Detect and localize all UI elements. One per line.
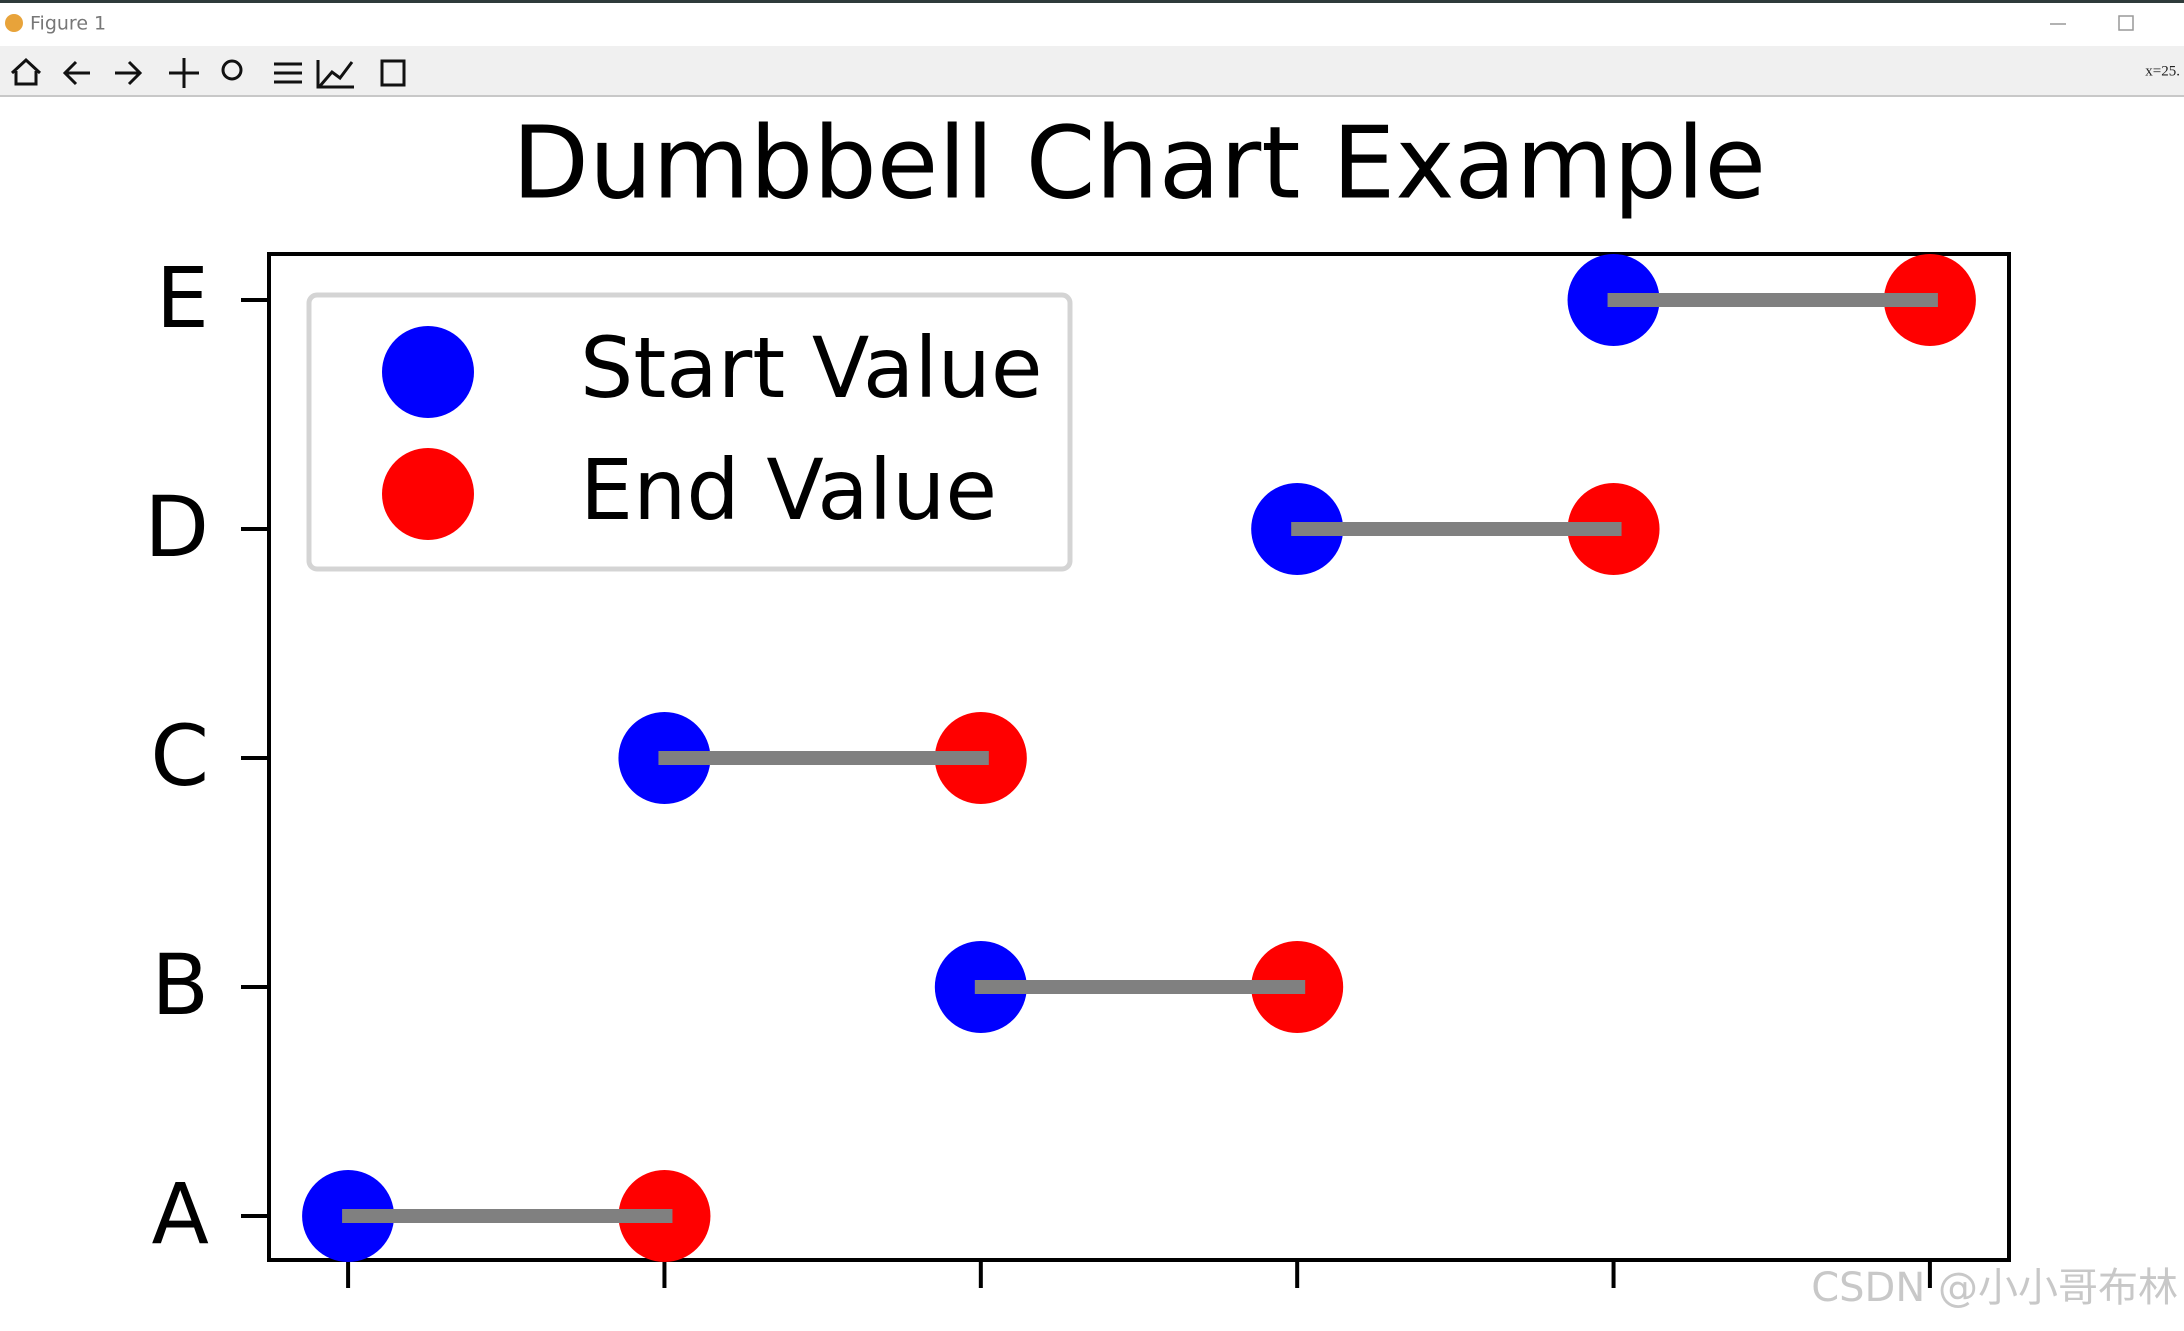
configure-button[interactable] bbox=[274, 62, 302, 84]
toolbar-buttons bbox=[10, 57, 406, 89]
zoom-button[interactable] bbox=[221, 59, 243, 81]
legend-box bbox=[306, 292, 1073, 572]
y-tick-label: D bbox=[144, 478, 209, 576]
home-button[interactable] bbox=[10, 57, 42, 86]
back-button[interactable] bbox=[62, 60, 90, 86]
watermark: CSDN @小小哥布林 bbox=[1811, 1265, 2178, 1311]
y-tick-label: B bbox=[151, 936, 209, 1034]
toolbar bbox=[0, 46, 2184, 95]
y-tick-label: C bbox=[150, 707, 209, 805]
chart-title: Dumbbell Chart Example bbox=[512, 104, 1766, 221]
legend-marker bbox=[382, 448, 474, 540]
legend-label: End Value bbox=[580, 441, 997, 539]
legend-label: Start Value bbox=[580, 319, 1043, 417]
y-tick-label: E bbox=[156, 249, 209, 347]
plot: A B C D E Start Value End Value bbox=[144, 249, 2011, 1288]
save-button[interactable] bbox=[380, 59, 406, 87]
title-bar bbox=[0, 3, 2184, 45]
window-title: Figure 1 bbox=[30, 13, 106, 35]
maximize-button[interactable] bbox=[2118, 15, 2134, 31]
window-border bbox=[0, 0, 2184, 3]
edit-button[interactable] bbox=[316, 60, 354, 89]
forward-button[interactable] bbox=[115, 60, 143, 86]
pan-button[interactable] bbox=[169, 58, 199, 88]
app-icon bbox=[5, 14, 23, 32]
status-text: x=25. bbox=[2145, 63, 2180, 79]
legend-marker bbox=[382, 326, 474, 418]
y-tick-label: A bbox=[152, 1165, 209, 1263]
